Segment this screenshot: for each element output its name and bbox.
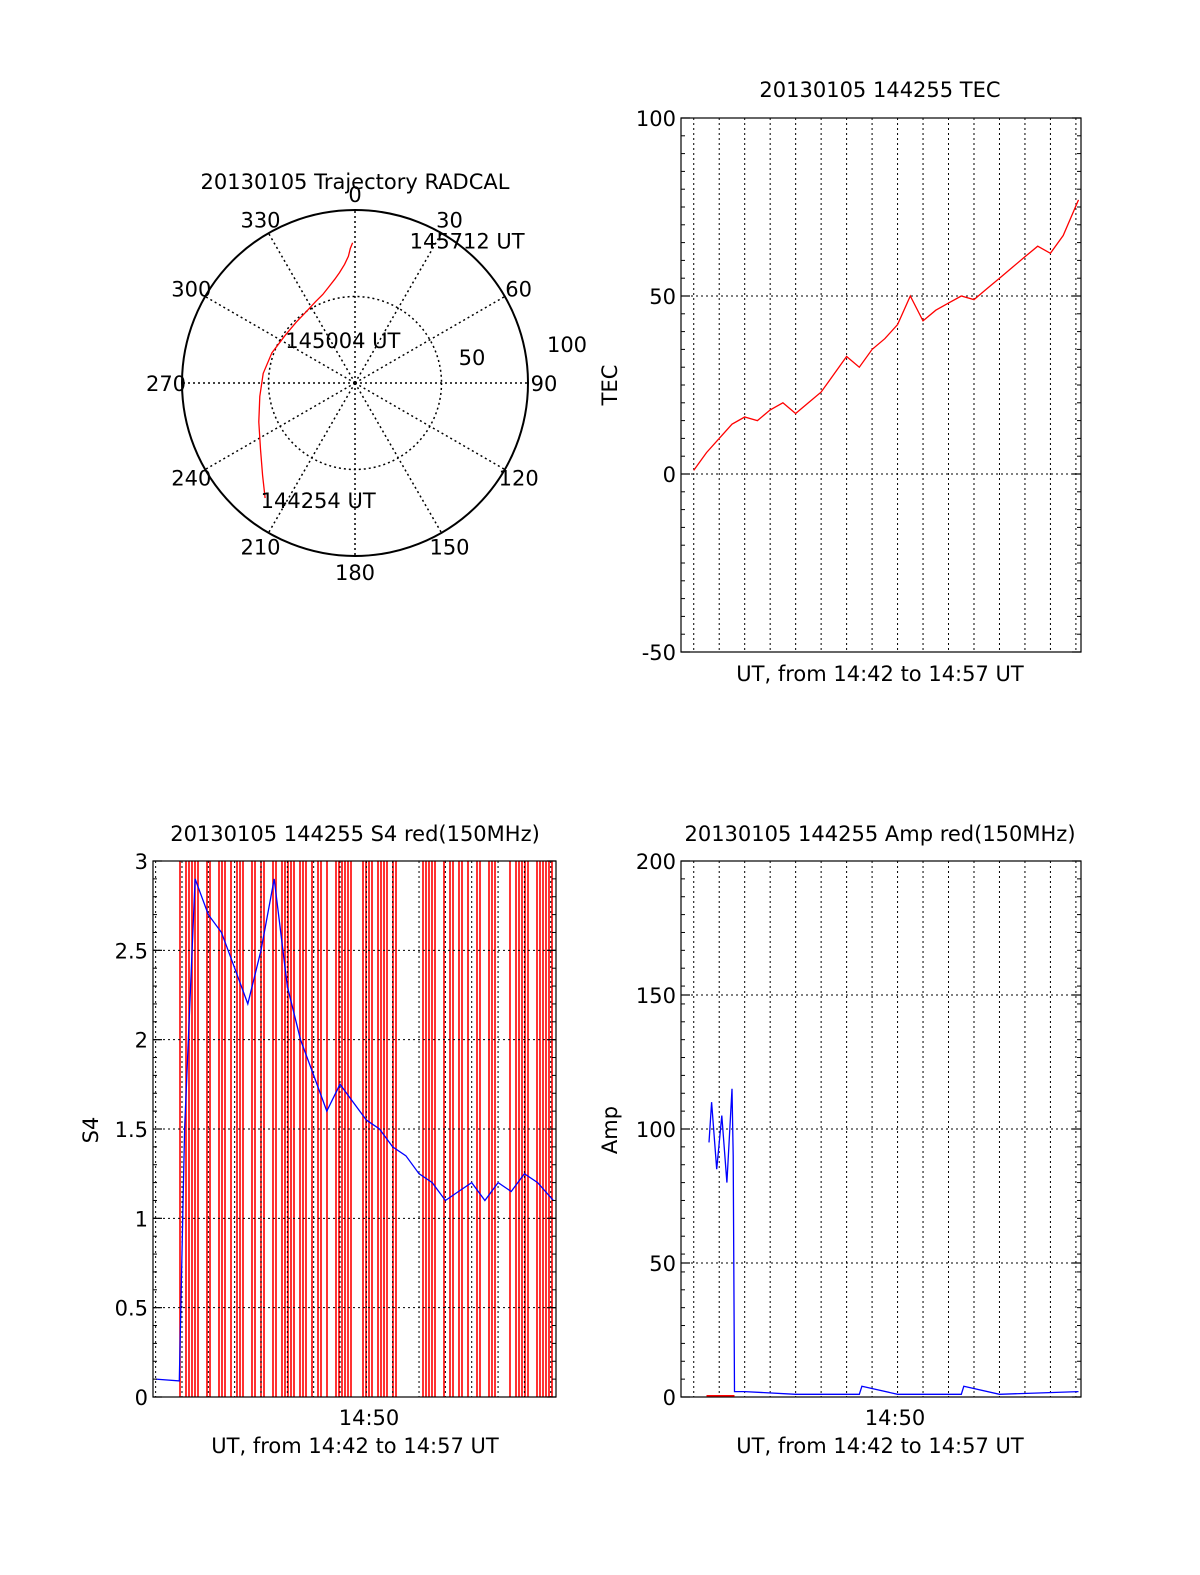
polar-spoke-30 <box>354 232 443 384</box>
amp-panel: 20130105 144255 Amp red(150MHz) 200 150 10… <box>598 822 1082 1458</box>
azimuth-label-300: 300 <box>171 278 211 302</box>
tec-ytick-label: 0 <box>663 463 676 487</box>
s4-title: 20130105 144255 S4 red(150MHz) <box>170 822 540 846</box>
trajectory-line <box>258 242 354 499</box>
polar-spoke-300 <box>204 295 356 384</box>
azimuth-label-240: 240 <box>171 467 211 491</box>
amp-y-label: Amp <box>598 1106 622 1154</box>
azimuth-label-0: 0 <box>348 183 361 207</box>
azimuth-label-120: 120 <box>499 467 539 491</box>
tec-plot-frame <box>680 117 1082 653</box>
amp-y-ticks: 200 150 100 50 0 <box>636 850 1081 1410</box>
s4-ytick-label: 0 <box>135 1386 148 1410</box>
amp-x-tick-1450: 14:50 <box>865 1406 926 1430</box>
azimuth-label-90: 90 <box>531 372 558 396</box>
s4-ytick-label: 1 <box>135 1207 148 1231</box>
radial-label-100: 100 <box>547 333 587 357</box>
tec-ytick-label: -50 <box>642 641 676 665</box>
trajectory-annotations: 145712 UT 145004 UT 144254 UT <box>261 229 525 512</box>
s4-ytick-label: 3 <box>135 850 148 874</box>
s4-ytick-label: 2.5 <box>115 939 148 963</box>
amp-blue-line <box>708 1088 1079 1395</box>
tec-y-ticks: 100 50 0 -50 <box>636 107 1081 665</box>
amp-ytick-label: 200 <box>636 850 676 874</box>
tec-x-label: UT, from 14:42 to 14:57 UT <box>736 662 1024 686</box>
tec-grid <box>681 118 1081 652</box>
radial-label-50: 50 <box>459 346 486 370</box>
s4-panel: 20130105 144255 S4 red(150MHz) 3 2.5 2 1.5 1… <box>79 822 557 1458</box>
s4-blue-line <box>155 878 554 1382</box>
azimuth-label-60: 60 <box>505 278 532 302</box>
amp-ytick-label: 100 <box>636 1118 676 1142</box>
tec-panel: 20130105 144255 TEC 100 50 0 -50 TEC UT, fr… <box>598 78 1082 686</box>
s4-ytick-label: 2 <box>135 1029 148 1053</box>
azimuth-label-30: 30 <box>436 208 463 232</box>
amp-x-label: UT, from 14:42 to 14:57 UT <box>736 1434 1024 1458</box>
s4-ytick-label: 1.5 <box>115 1118 148 1142</box>
tec-y-label: TEC <box>598 365 622 407</box>
polar-grid <box>182 210 528 556</box>
tec-title: 20130105 144255 TEC <box>759 78 1000 102</box>
trajectory-annotation: 145712 UT <box>410 229 525 253</box>
polar-spoke-150 <box>354 382 443 534</box>
amp-ytick-label: 150 <box>636 984 676 1008</box>
azimuth-label-210: 210 <box>240 536 280 560</box>
trajectory-annotation: 145004 UT <box>285 329 400 353</box>
s4-y-ticks: 3 2.5 2 1.5 1 0.5 0 <box>115 850 556 1410</box>
azimuth-label-330: 330 <box>240 208 280 232</box>
s4-x-tick-1450: 14:50 <box>339 1406 400 1430</box>
trajectory-title: 20130105 Trajectory RADCAL <box>201 170 510 194</box>
polar-spoke-210 <box>267 382 356 534</box>
tec-ytick-label: 100 <box>636 107 676 131</box>
s4-y-label: S4 <box>79 1117 103 1144</box>
s4-x-label: UT, from 14:42 to 14:57 UT <box>211 1434 499 1458</box>
polar-spoke-60 <box>354 295 506 384</box>
polar-spoke-330 <box>267 232 356 384</box>
trajectory-panel: 20130105 Trajectory RADCAL 0 30 60 90 120 150… <box>146 170 587 585</box>
polar-labels: 0 30 60 90 120 150 180 210 240 270 300 330 50 100 <box>146 183 587 585</box>
polar-spoke-120 <box>354 382 506 471</box>
azimuth-label-150: 150 <box>429 536 469 560</box>
s4-ytick-label: 0.5 <box>115 1297 148 1321</box>
azimuth-label-270: 270 <box>146 372 186 396</box>
amp-grid <box>681 861 1081 1397</box>
amp-ytick-label: 50 <box>649 1252 676 1276</box>
polar-outer-circle <box>181 209 529 557</box>
azimuth-label-180: 180 <box>335 561 375 585</box>
tec-series-line <box>693 199 1080 471</box>
amp-ytick-label: 0 <box>663 1386 676 1410</box>
tec-ytick-label: 50 <box>649 285 676 309</box>
trajectory-annotation: 144254 UT <box>261 489 376 513</box>
amp-title: 20130105 144255 Amp red(150MHz) <box>684 822 1075 846</box>
polar-spoke-240 <box>204 382 356 471</box>
